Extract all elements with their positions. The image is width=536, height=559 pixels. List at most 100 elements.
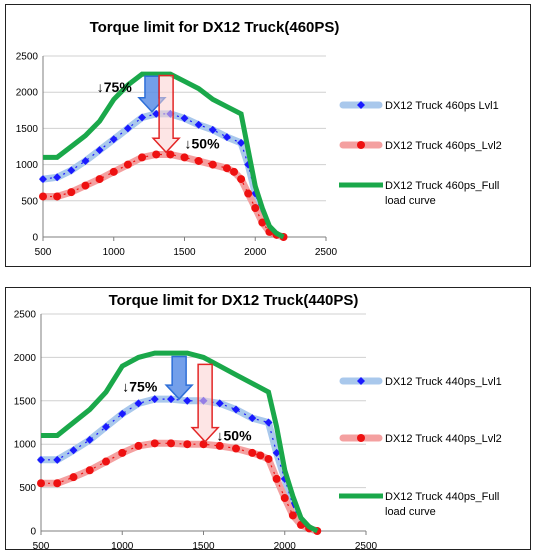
data-point-circle: [272, 474, 281, 483]
data-point-circle: [123, 160, 132, 169]
chart-title: Torque limit for DX12 Truck(460PS): [90, 19, 340, 36]
data-point-diamond: [81, 156, 90, 165]
data-point-circle: [194, 156, 203, 165]
data-point-diamond: [67, 166, 76, 175]
series-band-1: [37, 439, 321, 535]
y-tick-label: 2000: [16, 88, 39, 99]
data-point-circle: [288, 511, 297, 520]
x-tick-label: 2000: [274, 541, 297, 552]
data-point-circle: [258, 218, 267, 227]
down-arrow-red: [190, 363, 220, 443]
legend-marker-circle: [357, 141, 365, 149]
data-point-diamond: [222, 133, 231, 142]
data-point-circle: [102, 457, 110, 466]
data-point-circle: [67, 188, 76, 197]
legend-label: DX12 Truck 440ps_Lvl1: [385, 376, 502, 388]
legend-label-line1: DX12 Truck 460ps_Full: [385, 180, 499, 192]
annotation-label: ↓50%: [217, 428, 253, 444]
legend-marker-diamond: [357, 101, 365, 109]
data-point-circle: [183, 440, 192, 449]
x-tick-label: 1500: [192, 541, 215, 552]
data-point-circle: [237, 175, 246, 184]
annotation-label: ↓50%: [185, 136, 221, 152]
data-point-diamond: [69, 446, 78, 455]
data-point-circle: [150, 439, 159, 448]
data-point-diamond: [85, 435, 94, 444]
x-tick-label: 500: [33, 541, 50, 552]
data-point-circle: [248, 448, 257, 457]
data-point-circle: [251, 204, 260, 213]
legend-label-line1: DX12 Truck 440ps_Full: [385, 491, 499, 503]
annotation-label: ↓75%: [122, 378, 158, 394]
data-point-circle: [208, 160, 217, 169]
y-tick-label: 1000: [16, 160, 39, 171]
legend-label: DX12 Truck 460ps Lvl1: [385, 100, 499, 112]
data-point-diamond: [152, 109, 161, 118]
data-point-circle: [230, 167, 239, 176]
data-point-diamond: [208, 125, 217, 134]
data-point-diamond: [102, 422, 110, 431]
data-point-diamond: [232, 405, 240, 414]
y-tick-label: 500: [19, 483, 36, 494]
chart-panel-460ps: Torque limit for DX12 Truck(460PS) 0 500 10…: [5, 4, 531, 267]
data-point-circle: [95, 175, 104, 184]
chart-title: Torque limit for DX12 Truck(440PS): [109, 292, 359, 309]
data-point-diamond: [118, 409, 127, 418]
data-point-diamond: [248, 414, 257, 423]
down-arrow-blue: [164, 355, 194, 401]
legend-marker-circle: [357, 434, 365, 442]
data-point-circle: [167, 439, 175, 448]
data-point-diamond: [264, 418, 273, 427]
data-point-diamond: [53, 455, 62, 464]
data-point-diamond: [134, 399, 143, 408]
data-point-diamond: [138, 113, 147, 122]
y-tick-label: 500: [21, 196, 38, 207]
data-point-diamond: [237, 138, 246, 147]
data-point-circle: [85, 466, 94, 475]
data-point-diamond: [123, 124, 132, 133]
data-point-circle: [264, 454, 273, 463]
y-tick-label: 1500: [14, 396, 37, 407]
x-tick-label: 500: [35, 247, 52, 258]
legend-label: DX12 Truck 460ps_Lvl2: [385, 140, 502, 152]
data-point-diamond: [215, 399, 224, 408]
series-line-full-load: [41, 350, 319, 534]
data-point-circle: [69, 473, 78, 482]
legend-label: DX12 Truck 440ps_Full load curve: [385, 491, 499, 518]
y-tick-label: 2500: [14, 310, 37, 321]
y-tick-label: 1000: [14, 440, 37, 451]
x-tick-label: 1500: [173, 247, 196, 258]
chart-440ps: Torque limit for DX12 Truck(440PS) 0 500 10…: [14, 292, 502, 552]
legend-label-line2: load curve: [385, 195, 436, 207]
y-tick-label: 0: [32, 233, 38, 244]
annotation-label: ↓75%: [97, 79, 133, 95]
data-point-circle: [244, 189, 253, 198]
data-point-circle: [39, 192, 47, 201]
data-point-circle: [138, 153, 147, 162]
data-point-circle: [215, 441, 224, 450]
data-point-diamond: [167, 395, 175, 404]
x-tick-label: 2000: [244, 247, 267, 258]
data-point-circle: [37, 479, 45, 488]
data-point-circle: [222, 164, 231, 173]
data-point-circle: [180, 153, 189, 162]
data-point-circle: [109, 167, 118, 176]
data-point-diamond: [194, 120, 203, 129]
chart-460ps: Torque limit for DX12 Truck(460PS) 0 500 10…: [16, 19, 502, 258]
data-point-circle: [280, 494, 289, 503]
data-point-circle: [118, 448, 127, 457]
y-tick-label: 0: [30, 527, 36, 538]
data-point-diamond: [39, 175, 47, 184]
x-tick-label: 1000: [111, 541, 134, 552]
x-tick-label: 1000: [103, 247, 126, 258]
data-point-diamond: [95, 146, 104, 155]
y-tick-label: 2500: [16, 52, 39, 63]
data-point-diamond: [109, 135, 118, 144]
data-point-circle: [134, 441, 143, 450]
y-tick-label: 1500: [16, 124, 39, 135]
x-tick-label: 2500: [355, 541, 378, 552]
data-point-diamond: [183, 396, 192, 405]
data-point-circle: [256, 451, 265, 460]
x-tick-label: 2500: [315, 247, 338, 258]
